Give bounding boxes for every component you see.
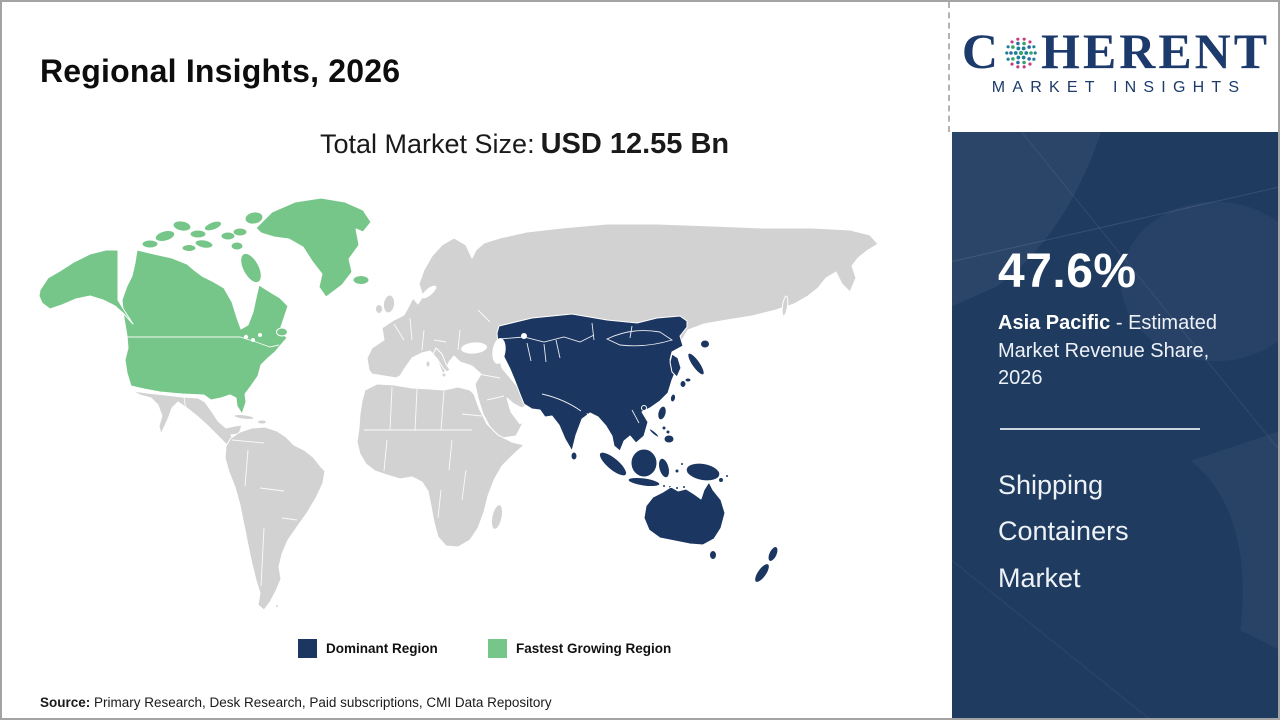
source-label: Source: [40,695,91,710]
brand-logo: C HERENT MARKET INSIGHTS [952,2,1278,132]
total-market-size-value: USD 12.55 Bn [540,128,730,160]
total-market-size: Total Market Size: USD 12.55 Bn [320,128,729,161]
panel-divider [1000,428,1200,430]
map-asia-pacific [496,313,779,583]
page-title: Regional Insights, 2026 [40,53,401,90]
dotted-globe-icon [1005,37,1037,69]
stat-region: Asia Pacific [998,312,1111,334]
stat-description: Asia Pacific - Estimated Market Revenue … [998,310,1238,393]
logo-subtitle: MARKET INSIGHTS [991,79,1247,96]
dominant-region-swatch [298,639,317,658]
logo-wordmark: C HERENT [952,23,1278,79]
panel-map-texture [952,132,1278,718]
fastest-growing-region-label: Fastest Growing Region [516,641,672,656]
map-seas [243,285,527,411]
stat-value: 47.6% [998,245,1137,298]
logo-letters-herent: HERENT [1040,23,1271,79]
logo-letter-c: C [961,23,1001,79]
legend-item-dominant: Dominant Region [298,639,438,658]
world-map [38,197,879,611]
legend-item-fastest: Fastest Growing Region [488,639,671,658]
market-name: Shipping Containers Market [998,470,1129,593]
map-other-regions [132,223,879,611]
fastest-growing-region-swatch [488,639,507,658]
stat-desc-text: - Estimated Market Revenue Share, 2026 [998,312,1217,390]
sidebar-panel: 47.6% Asia Pacific - Estimated Market Re… [952,132,1278,718]
total-market-size-label: Total Market Size: [320,129,535,159]
map-north-america [38,197,372,415]
dominant-region-label: Dominant Region [326,641,438,656]
dashed-divider [948,2,950,132]
source-note: Source: Primary Research, Desk Research,… [40,695,552,710]
map-country-borders [117,251,674,587]
source-text: Primary Research, Desk Research, Paid su… [90,695,552,710]
